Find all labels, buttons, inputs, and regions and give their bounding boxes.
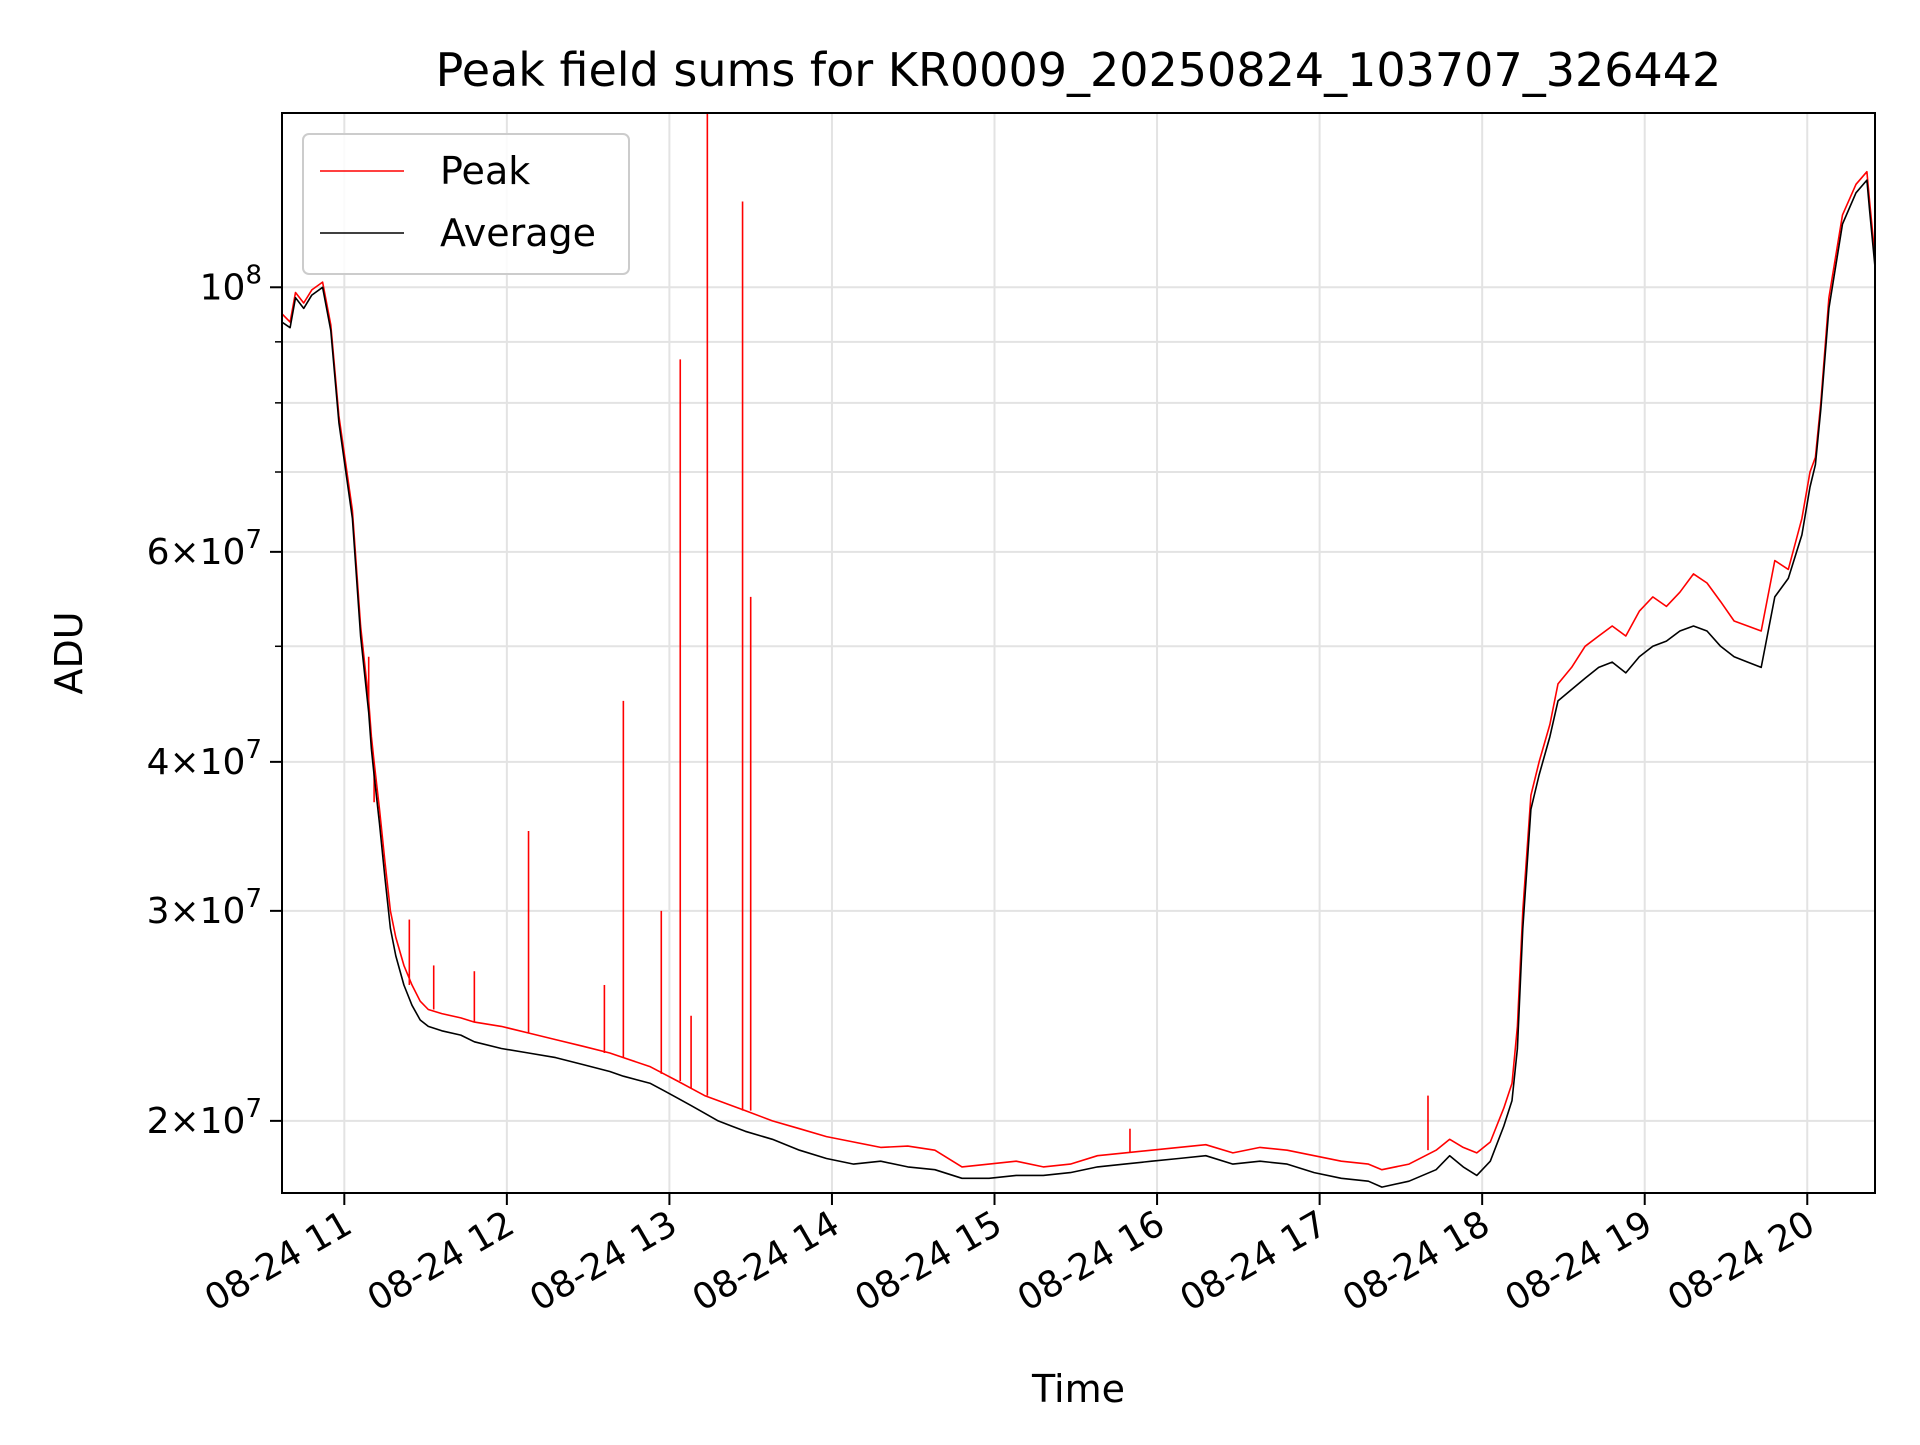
y-tick-mantissa: 3×10 xyxy=(147,891,246,932)
y-tick-mantissa: 6×10 xyxy=(147,532,246,573)
series-peak-line xyxy=(282,170,1875,1171)
series-average-line xyxy=(282,179,1875,1188)
legend-label-peak: Peak xyxy=(440,149,530,193)
y-tick-exponent: 7 xyxy=(245,525,262,555)
legend-label-average: Average xyxy=(440,211,596,255)
y-tick-label: 6×107 xyxy=(147,525,262,573)
y-tick-label: 2×107 xyxy=(147,1094,262,1142)
grid xyxy=(282,113,1875,1193)
y-tick-mantissa: 4×10 xyxy=(147,742,246,783)
y-tick-exponent: 7 xyxy=(245,735,262,765)
y-tick-exponent: 8 xyxy=(245,260,262,290)
y-tick-exponent: 7 xyxy=(245,884,262,914)
axes-frame xyxy=(281,112,1876,1194)
y-tick-label: 4×107 xyxy=(147,735,262,783)
y-tick-exponent: 7 xyxy=(245,1094,262,1124)
y-tick-label: 3×107 xyxy=(147,884,262,932)
legend: Peak Average xyxy=(302,133,630,275)
plot-area xyxy=(282,113,1875,1188)
y-tick-base: 10 xyxy=(200,267,246,308)
x-axis-label: Time xyxy=(1031,1367,1125,1411)
y-tick-mantissa: 2×10 xyxy=(147,1101,246,1142)
legend-box xyxy=(302,133,630,275)
chart-title: Peak field sums for KR0009_20250824_1037… xyxy=(436,43,1722,97)
y-axis-label: ADU xyxy=(47,611,91,694)
y-tick-label: 108 xyxy=(200,260,262,308)
